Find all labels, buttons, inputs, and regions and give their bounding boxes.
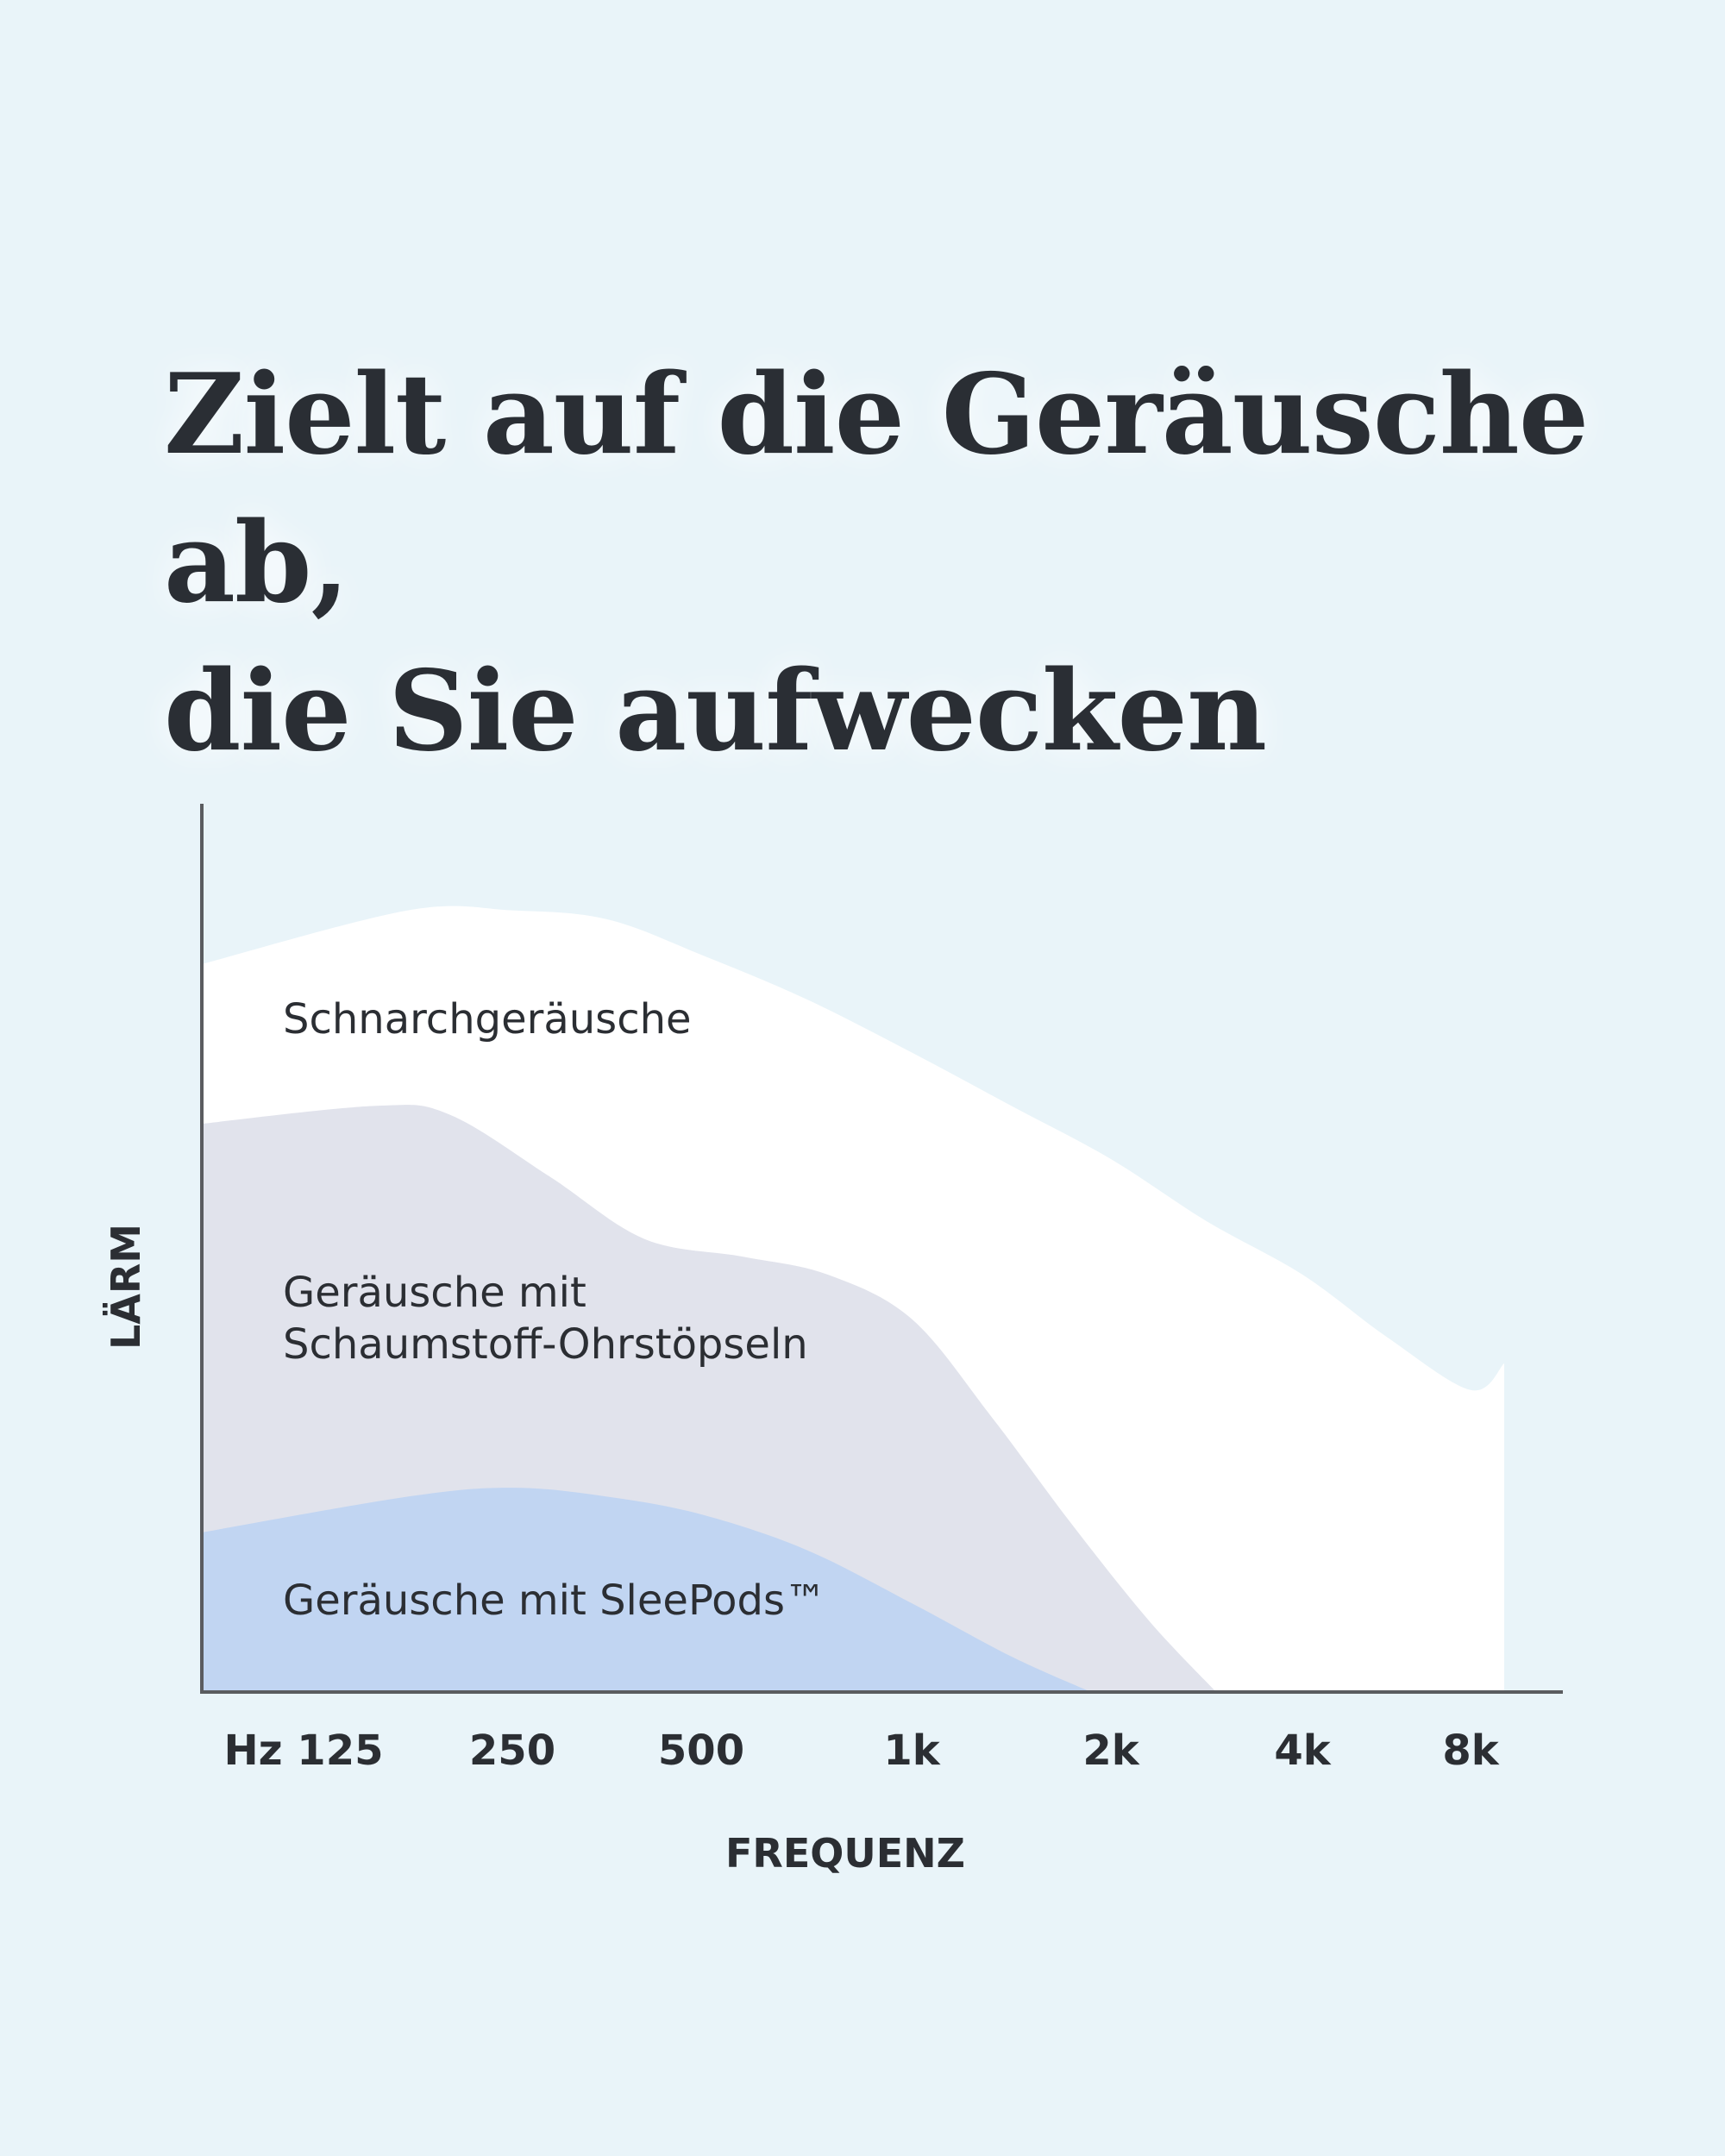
x-tick-labels: Hz 125 250 500 1k 2k 4k 8k	[223, 1727, 1499, 1775]
x-tick-label-3: 500	[658, 1727, 744, 1775]
series-labels: Schnarchgeräusche Geräusche mit Schaumstof…	[283, 995, 826, 1625]
y-axis-title: LÄRM	[103, 1224, 149, 1350]
x-tick-label-6: 4k	[1274, 1727, 1331, 1775]
series-label-2: Geräusche mit Schaumstoff-Ohrstöpseln	[283, 1269, 808, 1369]
page-title-line-2: die Sie aufwecken	[164, 647, 1267, 776]
series-label-3: Geräusche mit SleePods™	[283, 1576, 826, 1625]
x-tick-label-7: 8k	[1442, 1727, 1499, 1775]
series-label-3-line-1: Geräusche mit SleePods™	[283, 1576, 826, 1625]
chart-areas	[204, 906, 1504, 1692]
series-label-1: Schnarchgeräusche	[283, 995, 692, 1044]
x-tick-label-1: Hz 125	[223, 1727, 383, 1775]
x-tick-label-5: 2k	[1082, 1727, 1139, 1775]
series-label-1-line-1: Schnarchgeräusche	[283, 995, 692, 1044]
x-tick-label-2: 250	[469, 1727, 555, 1775]
area-series-3	[204, 1488, 1091, 1692]
series-label-2-line-1: Geräusche mit	[283, 1269, 586, 1317]
series-label-2-line-2: Schaumstoff-Ohrstöpseln	[283, 1320, 808, 1369]
x-axis-title: FREQUENZ	[725, 1830, 965, 1877]
page-title: Zielt auf die Geräusche ab, die Sie aufw…	[164, 341, 1682, 786]
x-tick-label-4: 1k	[883, 1727, 940, 1775]
page-title-line-1: Zielt auf die Geräusche ab,	[164, 350, 1589, 628]
